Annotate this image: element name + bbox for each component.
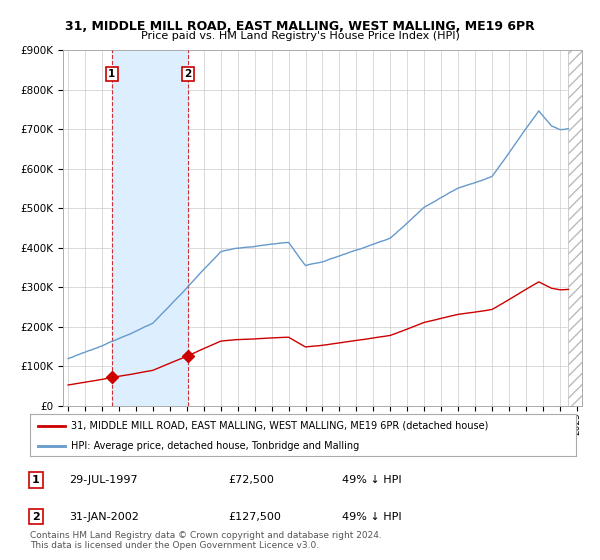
Text: 2: 2: [185, 69, 192, 79]
Text: 49% ↓ HPI: 49% ↓ HPI: [342, 512, 401, 521]
Bar: [568, 50, 582, 406]
Text: 2: 2: [32, 512, 40, 521]
Text: 1: 1: [108, 69, 115, 79]
Text: £127,500: £127,500: [228, 512, 281, 521]
Text: HPI: Average price, detached house, Tonbridge and Malling: HPI: Average price, detached house, Tonb…: [71, 441, 359, 451]
Text: 49% ↓ HPI: 49% ↓ HPI: [342, 475, 401, 485]
Text: Contains HM Land Registry data © Crown copyright and database right 2024.
This d: Contains HM Land Registry data © Crown c…: [30, 530, 382, 550]
Text: 31-JAN-2002: 31-JAN-2002: [69, 512, 139, 521]
Bar: [568, 50, 582, 406]
Text: 29-JUL-1997: 29-JUL-1997: [69, 475, 137, 485]
Text: Price paid vs. HM Land Registry's House Price Index (HPI): Price paid vs. HM Land Registry's House …: [140, 31, 460, 41]
Text: £72,500: £72,500: [228, 475, 274, 485]
Bar: [112, 50, 188, 406]
Text: 31, MIDDLE MILL ROAD, EAST MALLING, WEST MALLING, ME19 6PR (detached house): 31, MIDDLE MILL ROAD, EAST MALLING, WEST…: [71, 421, 488, 431]
Text: 31, MIDDLE MILL ROAD, EAST MALLING, WEST MALLING, ME19 6PR: 31, MIDDLE MILL ROAD, EAST MALLING, WEST…: [65, 20, 535, 32]
Text: 1: 1: [32, 475, 40, 485]
